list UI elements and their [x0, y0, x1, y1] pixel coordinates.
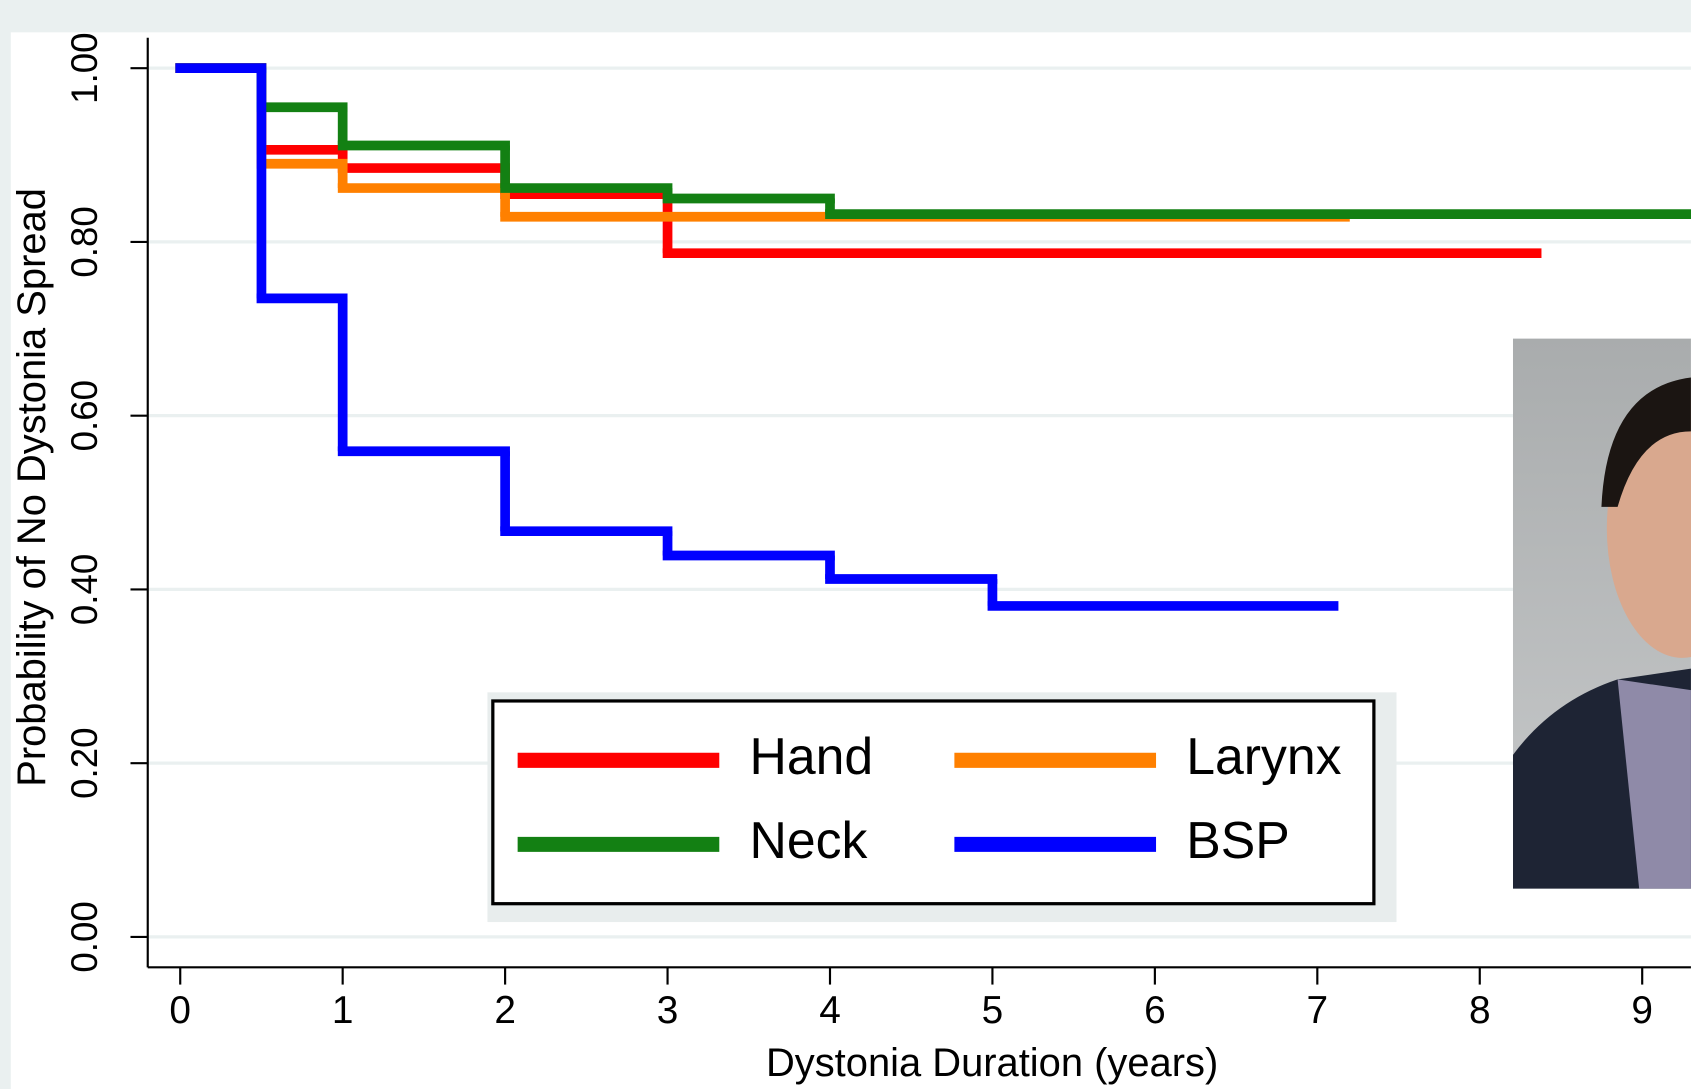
- x-tick-label: 8: [1469, 989, 1491, 1032]
- x-tick-label: 2: [494, 989, 516, 1032]
- y-tick-label: 0.40: [64, 554, 105, 625]
- photo: [1513, 339, 1691, 889]
- x-tick-label: 4: [819, 989, 841, 1032]
- x-tick-label: 1: [332, 989, 354, 1032]
- legend-label: BSP: [1186, 811, 1290, 869]
- y-tick-label: 0.20: [64, 727, 105, 798]
- y-tick-label: 1.00: [64, 32, 105, 103]
- x-tick-label: 5: [982, 989, 1004, 1032]
- x-tick-label: 9: [1631, 989, 1653, 1032]
- legend-label: Larynx: [1186, 727, 1341, 785]
- y-tick-label: 0.60: [64, 380, 105, 451]
- x-tick-label: 6: [1144, 989, 1166, 1032]
- top-band: [0, 0, 1691, 32]
- chart: Dystonia Duration (years) Probability of…: [0, 0, 1691, 1089]
- x-tick-label: 3: [657, 989, 679, 1032]
- chart-area: Dystonia Duration (years) Probability of…: [0, 0, 1691, 1089]
- y-tick-label: 0.80: [64, 206, 105, 277]
- legend-label: Hand: [749, 727, 873, 785]
- x-tick-label: 0: [169, 989, 191, 1032]
- y-axis-label: Probability of No Dystonia Spread: [10, 188, 54, 787]
- legend-label: Neck: [749, 811, 867, 869]
- background: [0, 0, 1691, 1089]
- x-tick-label: 7: [1307, 989, 1329, 1032]
- y-tick-label: 0.00: [64, 901, 105, 972]
- x-axis-label: Dystonia Duration (years): [766, 1041, 1218, 1085]
